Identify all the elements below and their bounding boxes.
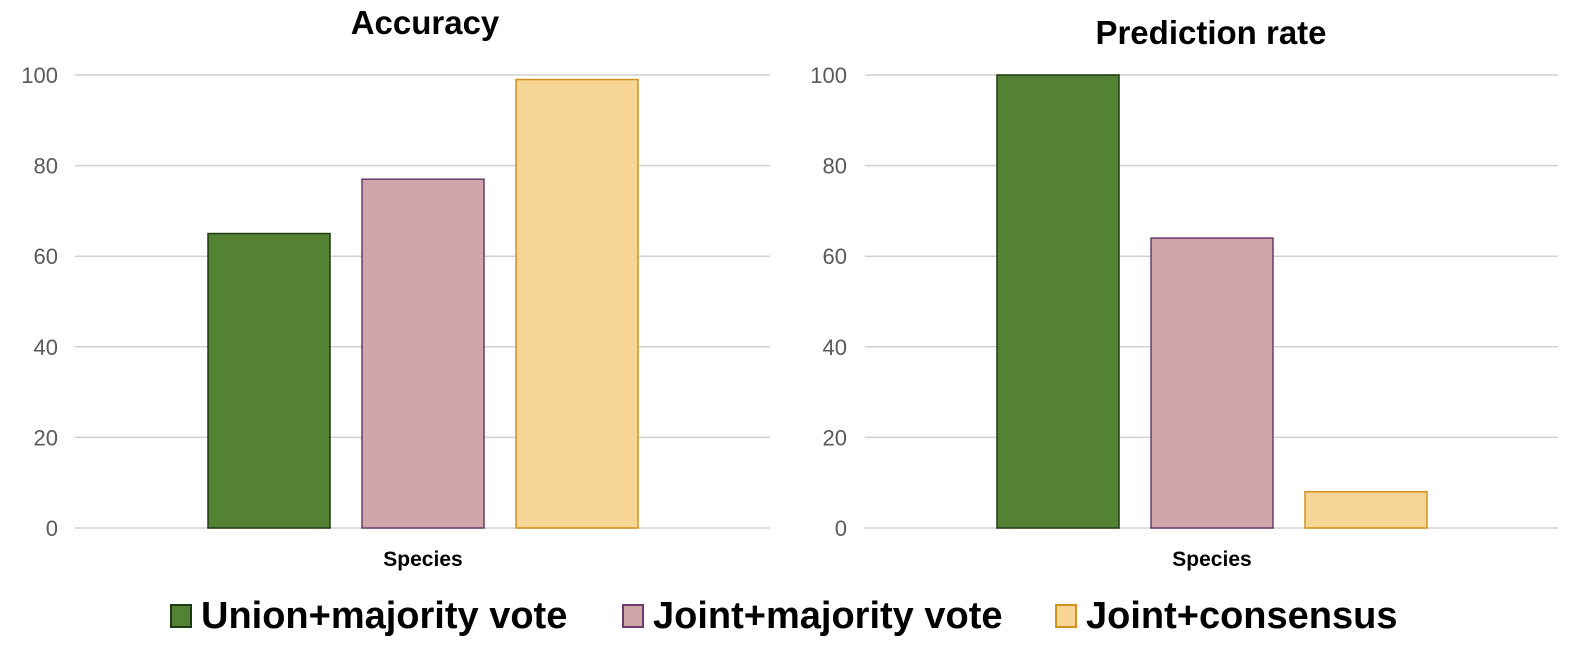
legend-swatch-union-majority-vote [170,604,192,628]
y-tick-label: 20 [823,425,847,450]
y-tick-label: 80 [34,154,58,179]
bar-joint-majority-vote [361,178,485,529]
bar-joint-consensus [1304,491,1428,529]
legend: Union+majority vote Joint+majority vote Jo… [170,595,1397,637]
bar-union-majority-vote [207,232,331,529]
legend-label: Joint+consensus [1086,595,1397,637]
chart-title: Accuracy [351,4,500,41]
y-tick-label: 40 [34,335,58,360]
bar-union-majority-vote [996,74,1120,529]
bar-joint-majority-vote [1150,237,1274,529]
y-tick-label: 60 [823,244,847,269]
y-tick-label: 0 [46,516,58,541]
y-tick-label: 100 [810,63,847,88]
prediction-rate-chart: Prediction rate 0 20 40 60 80 100 Species [810,14,1558,571]
y-tick-label: 100 [21,63,58,88]
y-tick-label: 20 [34,425,58,450]
y-tick-label: 0 [835,516,847,541]
y-tick-label: 40 [823,335,847,360]
legend-swatch-joint-consensus [1055,604,1077,628]
chart-title: Prediction rate [1095,14,1326,51]
x-category-label: Species [1172,548,1251,571]
bar-joint-consensus [515,78,639,529]
legend-swatch-joint-majority-vote [622,604,644,628]
legend-label: Joint+majority vote [653,595,1002,637]
x-category-label: Species [383,548,462,571]
y-tick-label: 80 [823,154,847,179]
accuracy-chart: Accuracy 0 20 40 60 80 100 Species [21,4,770,571]
legend-label: Union+majority vote [201,595,567,637]
y-tick-label: 60 [34,244,58,269]
